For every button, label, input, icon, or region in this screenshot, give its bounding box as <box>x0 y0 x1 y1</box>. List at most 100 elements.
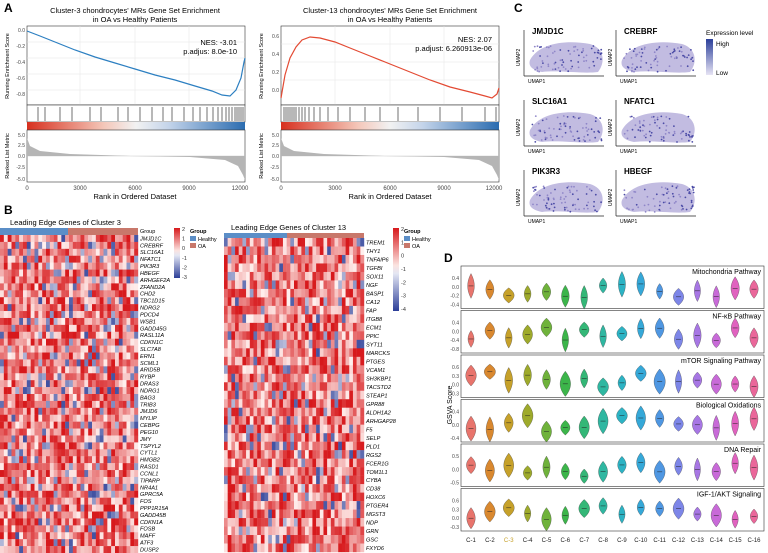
heatmap-cell <box>38 311 43 319</box>
heatmap-cell <box>341 288 346 298</box>
heatmap-cell <box>99 373 104 381</box>
heatmap-cell <box>238 322 243 332</box>
umap-cell <box>665 116 668 118</box>
heatmap-cell <box>11 269 16 277</box>
umap-y-axis: UMAP2 <box>516 189 522 206</box>
heatmap-cell <box>65 262 70 270</box>
heatmap-cell <box>30 352 35 360</box>
heatmap-cell <box>38 476 43 485</box>
heatmap-cell <box>316 373 320 383</box>
umap-cell <box>594 136 597 139</box>
panel-label-c: C <box>514 1 523 15</box>
heatmap-cell <box>286 365 291 374</box>
heatmap-cell <box>360 424 365 434</box>
heatmap-cell <box>84 338 89 346</box>
heatmap-cell <box>92 262 97 270</box>
heatmap-cell <box>360 543 365 553</box>
heatmap-cell <box>118 532 123 540</box>
heatmap-cell <box>227 526 232 536</box>
heatmap-cell <box>227 271 232 281</box>
heatmap-cell <box>294 518 298 527</box>
heatmap-cell <box>69 338 74 346</box>
heatmap-cell <box>76 324 81 332</box>
heatmap-cell <box>92 276 97 284</box>
legend-group-title: Group <box>190 229 207 235</box>
heatmap-cell <box>26 428 31 436</box>
heatmap-cell <box>352 348 357 358</box>
heatmap-cell <box>30 400 35 409</box>
heatmap-cell <box>297 484 302 493</box>
heatmap-cell <box>249 467 254 476</box>
umap-cell <box>645 62 648 64</box>
heatmap-cell <box>271 416 276 425</box>
heatmap-cell <box>305 246 309 256</box>
heatmap-cell <box>15 248 20 256</box>
heatmap-cell <box>99 352 104 360</box>
heatmap-cell <box>23 442 28 450</box>
heatmap-cell <box>42 497 47 505</box>
heatmap-cell <box>271 458 276 468</box>
heatmap-cell <box>11 283 16 291</box>
heatmap-cell <box>46 359 51 367</box>
umap-cell <box>664 133 667 135</box>
umap-cell <box>556 116 559 119</box>
heatmap-cell <box>341 322 346 332</box>
heatmap-cell <box>231 416 236 425</box>
heatmap-cell <box>130 297 135 305</box>
heatmap-cell <box>99 276 104 284</box>
umap-cell <box>548 208 551 210</box>
heatmap-cell <box>23 463 28 471</box>
heatmap-cell <box>235 467 239 476</box>
umap-gene-label: NFATC1 <box>624 97 655 106</box>
heatmap-cell <box>65 297 70 305</box>
heatmap-cell <box>34 241 39 250</box>
heatmap-cell <box>338 348 343 358</box>
heatmap-cell <box>19 421 24 429</box>
heatmap-cell <box>275 475 280 485</box>
heatmap-cell <box>323 254 328 264</box>
heatmap-cell <box>69 311 74 319</box>
heatmap-cell <box>126 470 131 478</box>
heatmap-cell <box>297 509 302 519</box>
heatmap-cell <box>19 456 24 464</box>
heatmap-cell <box>268 492 273 502</box>
heatmap-cell <box>26 525 31 533</box>
heatmap-cell <box>294 475 298 485</box>
umap-cell <box>539 55 541 57</box>
heatmap-cell <box>308 288 313 298</box>
heatmap-cell <box>42 414 47 422</box>
heatmap-cell <box>338 297 343 307</box>
heatmap-cell <box>80 311 85 319</box>
heatmap-cell <box>19 373 24 381</box>
heatmap-cell <box>65 407 70 415</box>
heatmap-cell <box>316 271 320 281</box>
heatmap-cell <box>30 262 35 270</box>
heatmap-cell <box>134 449 139 457</box>
heatmap-cell <box>238 297 243 307</box>
heatmap-cell <box>80 525 85 533</box>
heatmap-cell <box>69 511 74 519</box>
heatmap-cell <box>57 490 62 498</box>
gene-label: FOS <box>140 499 152 505</box>
umap-cell <box>673 130 676 133</box>
heatmap-cell <box>26 497 31 505</box>
heatmap-cell <box>271 356 276 366</box>
umap-cell <box>623 57 625 59</box>
heatmap-cell <box>349 390 354 400</box>
heatmap-cell <box>7 400 12 409</box>
heatmap-cell <box>57 483 62 491</box>
heatmap-cell <box>118 483 123 491</box>
heatmap-cell <box>319 373 324 383</box>
heatmap-cell <box>7 414 12 422</box>
umap-cell <box>551 68 554 71</box>
heatmap-cell <box>224 348 228 358</box>
heatmap-cell <box>92 359 97 367</box>
heatmap-cell <box>80 290 85 298</box>
heatmap-cell <box>23 449 28 457</box>
heatmap-cell <box>282 305 287 315</box>
heatmap-cell <box>249 322 254 332</box>
heatmap-cell <box>49 414 54 422</box>
umap-cell <box>635 53 637 56</box>
heatmap-cell <box>80 380 85 388</box>
